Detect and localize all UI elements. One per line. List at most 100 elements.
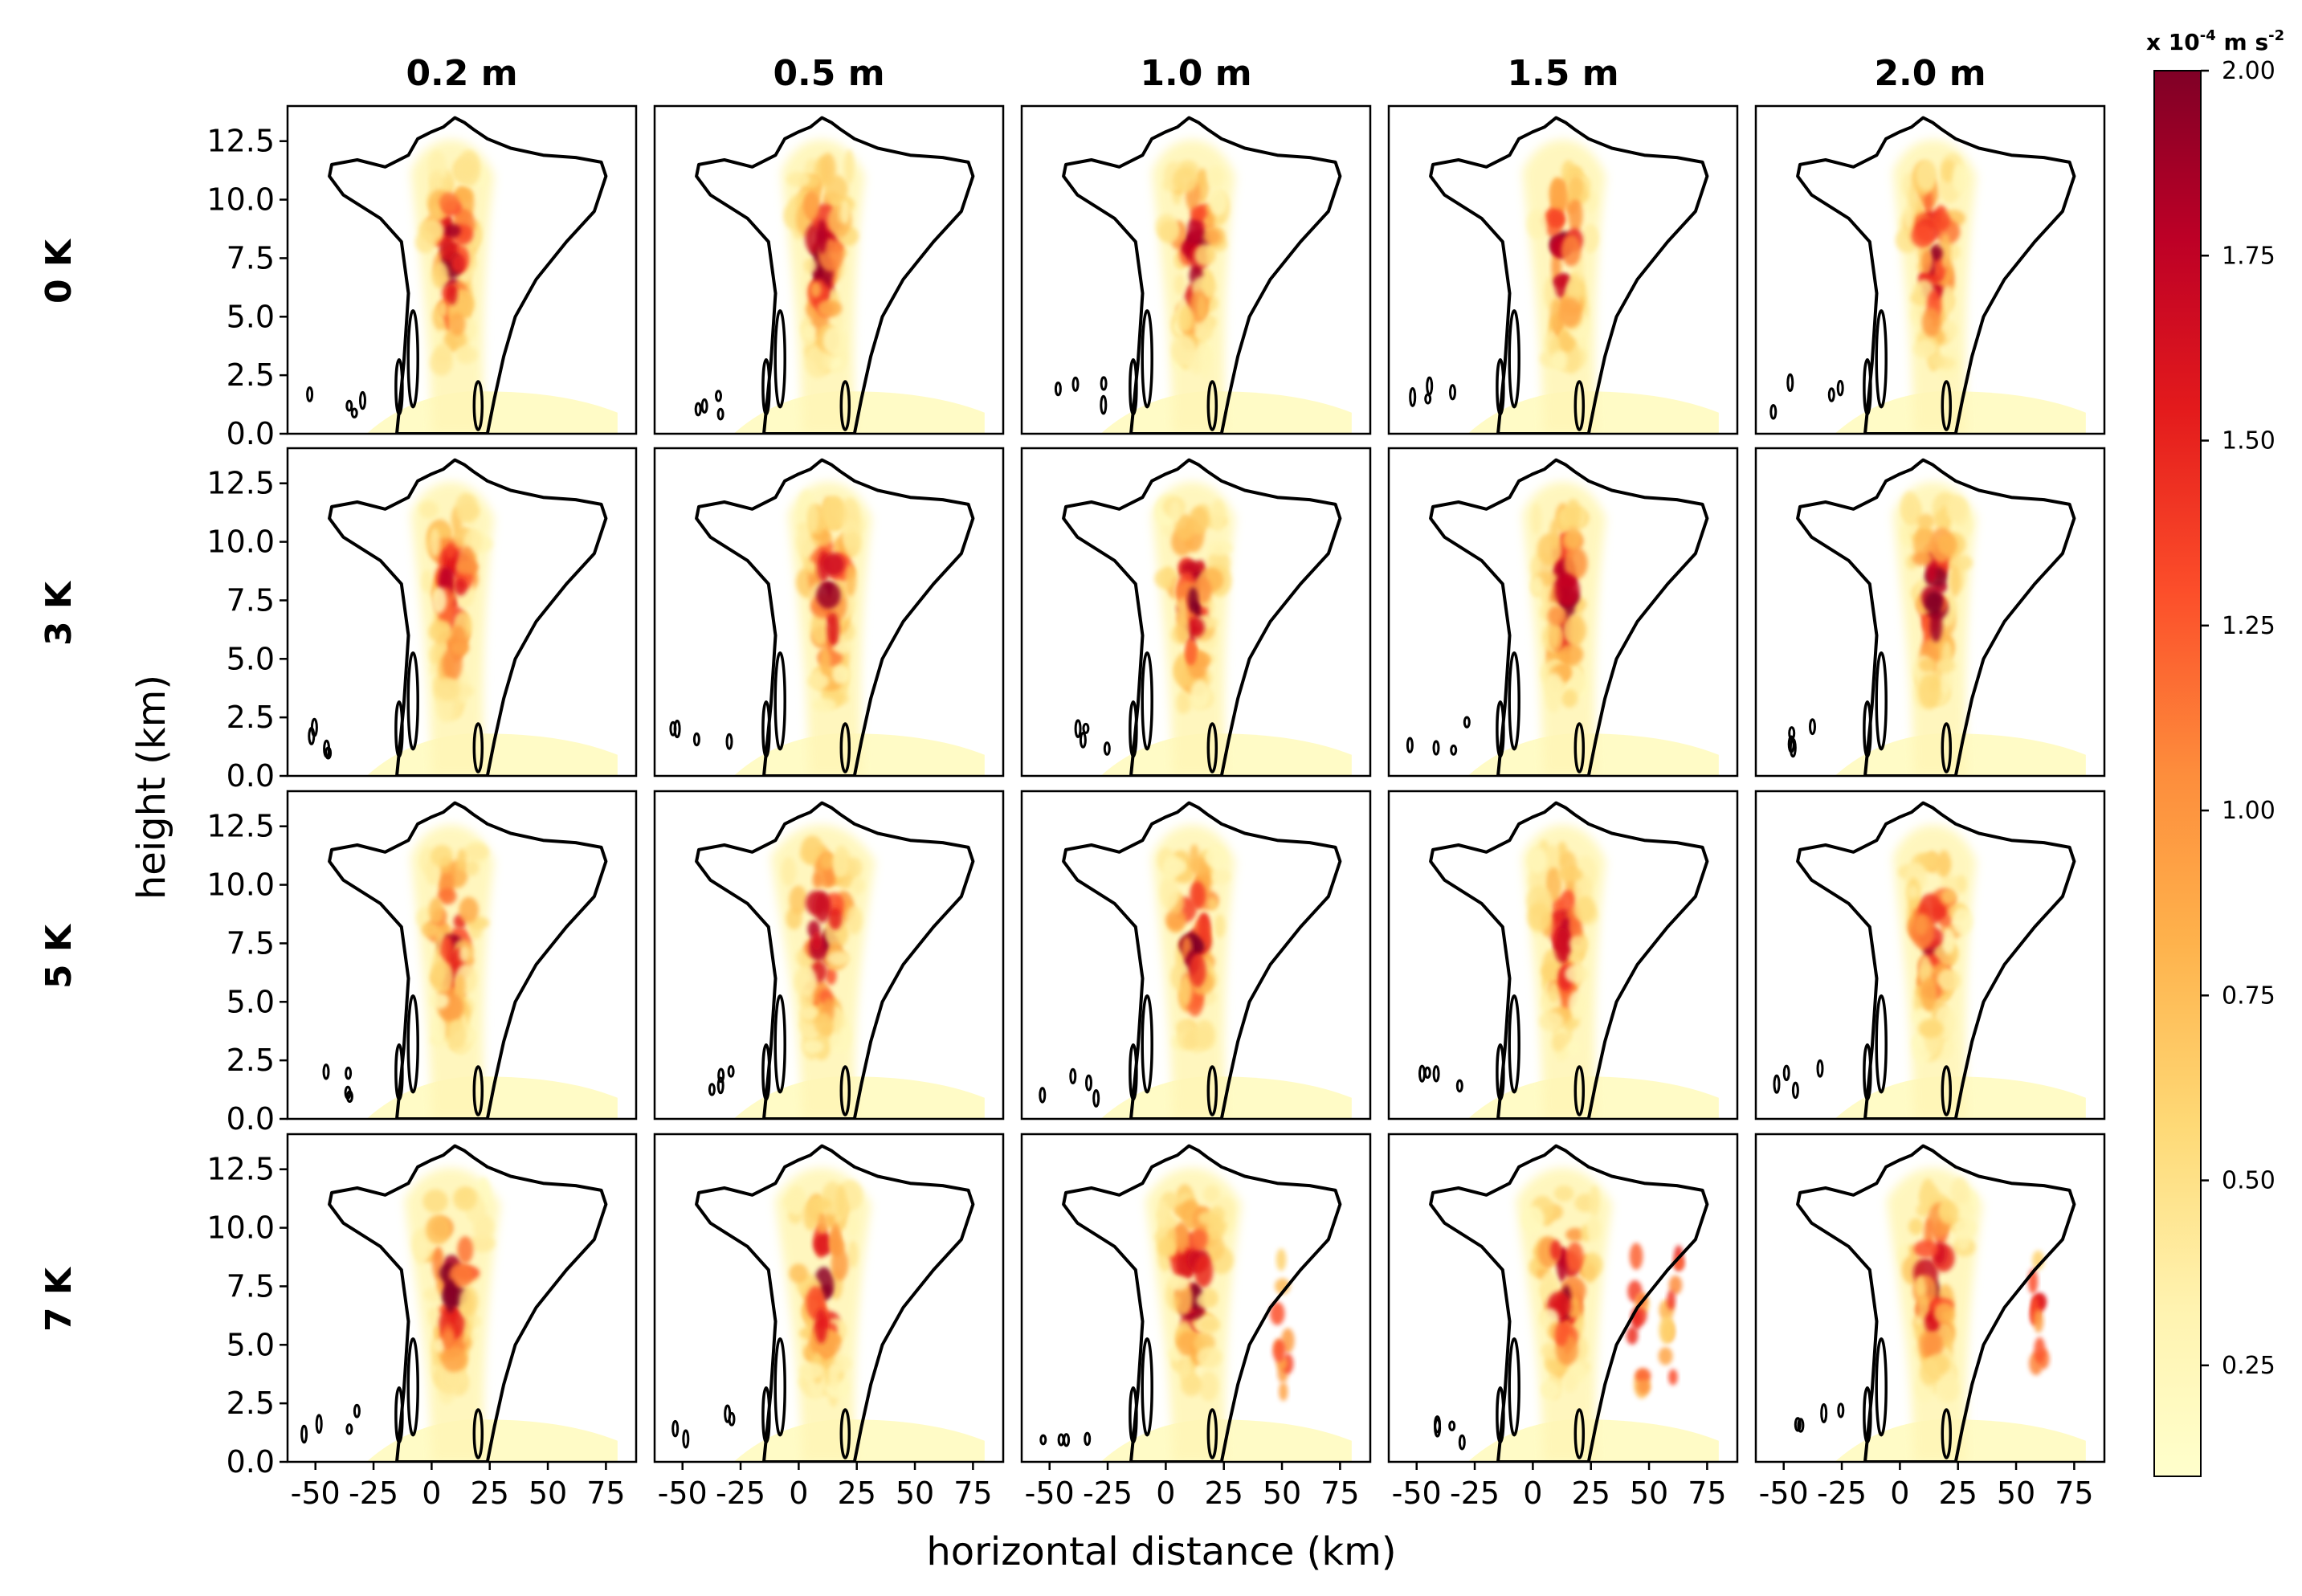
contour-speckle — [345, 1423, 353, 1435]
contour-speckle — [716, 1076, 724, 1095]
contour-loop — [1129, 700, 1138, 758]
intensity-blob — [1531, 503, 1542, 535]
secondary-cell-blob — [1658, 1347, 1673, 1365]
intensity-blob — [1180, 560, 1202, 574]
secondary-cell-blob — [1668, 1369, 1678, 1386]
intensity-blob — [1937, 969, 1961, 992]
contour-speckle — [1788, 726, 1796, 741]
colorbar-tick-label: 0.50 — [2222, 1167, 2275, 1195]
cloud-outline-contour — [1796, 458, 2076, 776]
intensity-blob — [453, 1186, 477, 1211]
intensity-blob — [1188, 586, 1198, 612]
intensity-blob — [800, 835, 824, 865]
contour-loop — [406, 651, 419, 751]
colorbar-unit-rest: m s — [2216, 29, 2268, 55]
intensity-blob — [827, 951, 851, 966]
cloud-outline-contour — [1429, 116, 1709, 434]
contour-speckle — [1054, 381, 1062, 397]
contour-speckle — [345, 1066, 353, 1080]
intensity-blob — [822, 496, 845, 529]
x-tick-label: -25 — [349, 1476, 398, 1511]
intensity-blob — [1917, 852, 1941, 870]
intensity-blob — [442, 647, 463, 681]
colorbar-unit-exponent: -4 — [2200, 27, 2216, 44]
intensity-blob — [1918, 955, 1933, 985]
contour-speckle — [1797, 1418, 1805, 1433]
contour-loop — [1141, 651, 1153, 751]
x-tick-label: -25 — [1817, 1476, 1867, 1511]
panel-frame — [286, 447, 638, 778]
x-tick-label: 0 — [789, 1476, 808, 1511]
contour-loop — [394, 1043, 404, 1101]
intensity-blob — [1521, 1206, 1545, 1234]
intensity-blob — [820, 852, 835, 870]
cloud-outline-contour — [328, 801, 608, 1119]
contour-loop — [1496, 1386, 1505, 1444]
intensity-blob — [1173, 166, 1198, 193]
contour-speckle — [1449, 384, 1456, 401]
intensity-blob — [1186, 640, 1197, 665]
x-axis-label: horizontal distance (km) — [926, 1529, 1396, 1574]
intensity-blob — [1189, 953, 1206, 988]
intensity-blob — [460, 159, 477, 178]
x-tick-label: 0 — [1890, 1476, 1909, 1511]
contour-speckle — [350, 407, 358, 418]
contour-speckle — [324, 746, 333, 760]
intensity-blob — [847, 1212, 859, 1238]
intensity-blob — [443, 1329, 454, 1349]
y-tick-label: 7.5 — [227, 582, 275, 618]
contour-speckle — [682, 1429, 690, 1449]
intensity-blob — [1933, 510, 1950, 529]
cloud-outline-contour — [1796, 801, 2076, 1119]
contour-loop — [773, 308, 786, 409]
intensity-blob — [459, 1288, 475, 1317]
contour-loop — [1129, 1043, 1138, 1101]
subplot-panel: 0.0 2.5 5.0 7.5 10.0 12.5 — [206, 790, 638, 1137]
contour-speckle — [1100, 394, 1108, 415]
x-tick-label: -25 — [1450, 1476, 1500, 1511]
intensity-blob — [449, 312, 466, 337]
intensity-blob — [1559, 297, 1582, 328]
intensity-blob — [805, 345, 831, 378]
intensity-blob — [1924, 591, 1944, 614]
intensity-blob — [1916, 1294, 1930, 1320]
intensity-blob — [1528, 847, 1547, 874]
cloud-outline-contour — [695, 116, 975, 434]
x-tick-label: -50 — [1025, 1476, 1075, 1511]
contour-speckle — [1432, 740, 1440, 756]
intensity-blob — [1913, 1239, 1939, 1258]
secondary-cell-blob — [1272, 1339, 1286, 1363]
intensity-blob — [823, 174, 848, 203]
intensity-blob — [1900, 491, 1920, 525]
intensity-blob — [428, 620, 452, 643]
contour-speckle — [1426, 376, 1434, 396]
intensity-blob — [1562, 1371, 1578, 1393]
subplot-panel — [1754, 447, 2106, 778]
intensity-blob — [1950, 1177, 1969, 1208]
intensity-blob — [448, 1263, 473, 1288]
contour-loop — [773, 1337, 786, 1437]
y-tick-label: 10.0 — [206, 182, 275, 218]
intensity-blob — [1554, 573, 1580, 607]
contour-speckle — [728, 1411, 736, 1427]
intensity-blob — [1210, 499, 1227, 532]
intensity-blob — [1956, 875, 1967, 894]
contour-loop — [1941, 1065, 1953, 1116]
panel-frame — [1387, 1133, 1739, 1463]
secondary-cell-blob — [1637, 1379, 1651, 1394]
intensity-blob — [1207, 897, 1218, 911]
intensity-blob — [1194, 1255, 1214, 1288]
intensity-blob — [781, 856, 797, 887]
subplot-panel — [653, 790, 1005, 1120]
intensity-blob — [814, 1233, 835, 1255]
contour-speckle — [1773, 1074, 1781, 1094]
intensity-blob — [431, 202, 443, 221]
contour-speckle — [322, 1063, 330, 1080]
subplot-panel — [1387, 447, 1739, 778]
intensity-blob — [847, 857, 863, 878]
intensity-blob — [1916, 513, 1935, 529]
column-title: 0.2 m — [406, 53, 517, 94]
y-tick-label: 12.5 — [206, 809, 275, 844]
intensity-blob — [831, 1006, 842, 1035]
subplot-panel: 0.0 2.5 5.0 7.5 10.0 12.5 — [206, 104, 638, 451]
